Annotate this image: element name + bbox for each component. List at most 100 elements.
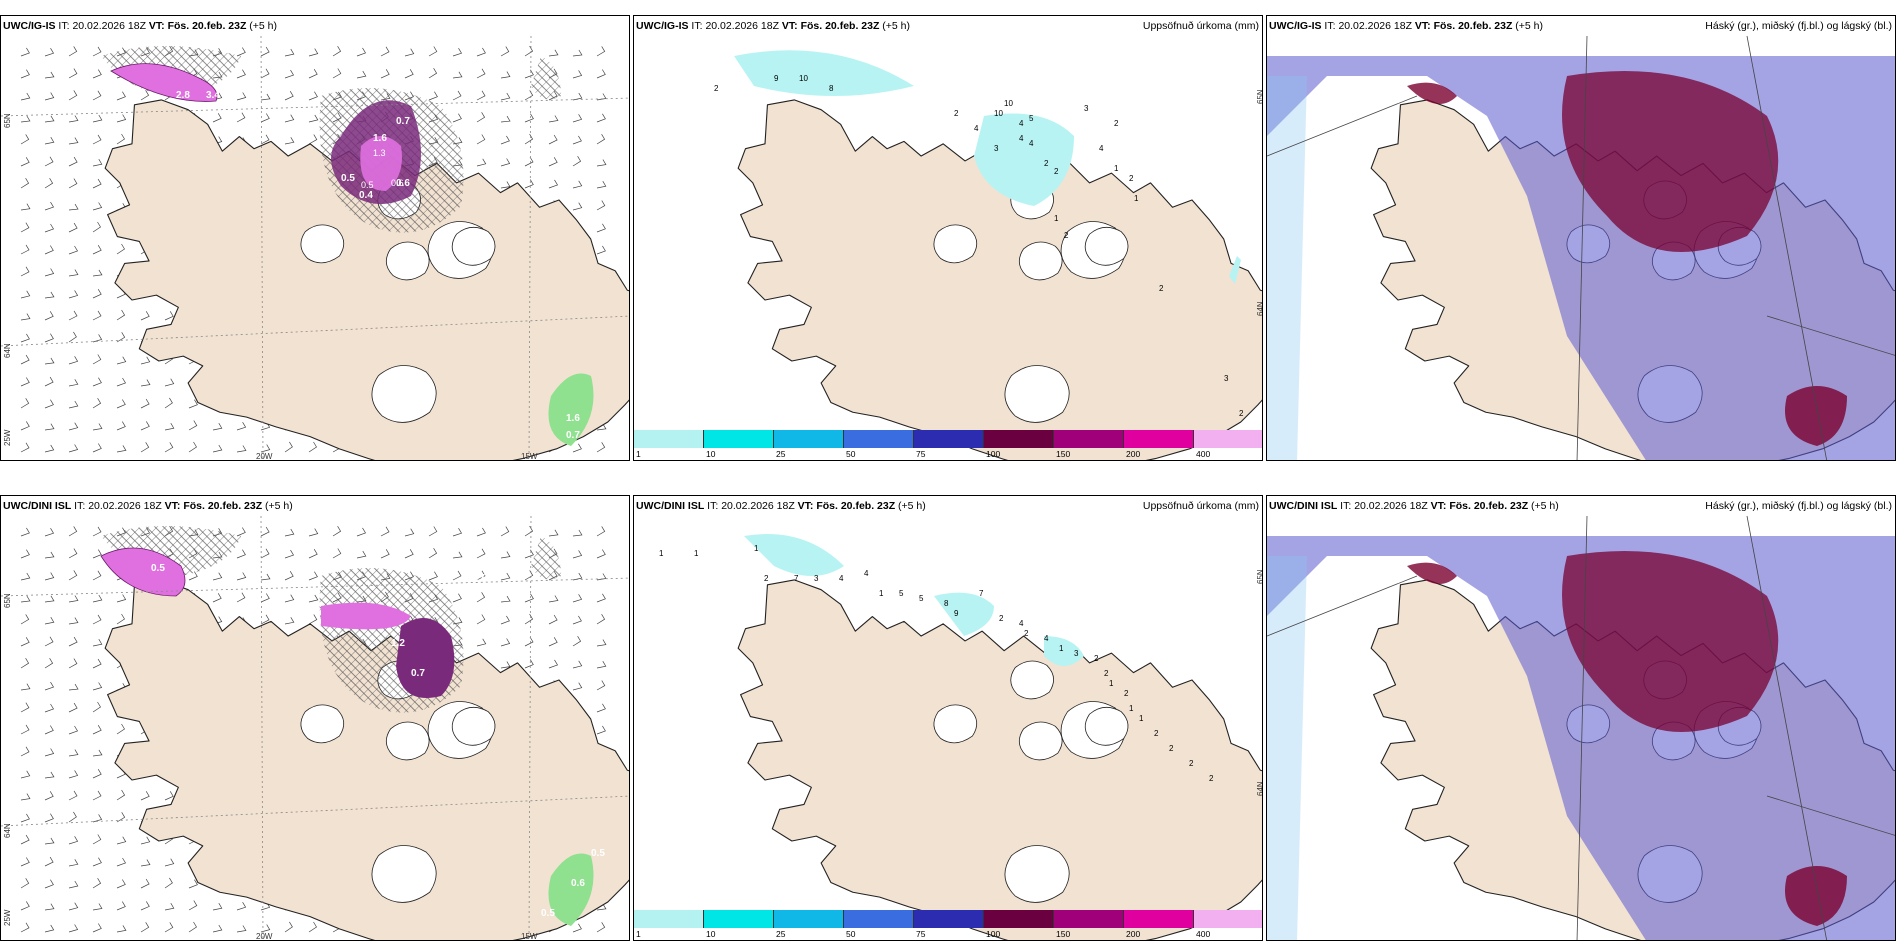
- issue-time-label: IT:: [707, 500, 719, 512]
- wind-barb: [20, 69, 30, 79]
- wind-barb: [92, 701, 101, 713]
- colorbar-swatch: [704, 910, 774, 928]
- axis-label: 20W: [256, 932, 273, 941]
- wind-barb: [260, 444, 271, 453]
- wind-barb: [572, 443, 582, 453]
- wind-barb: [284, 69, 295, 79]
- wind-barb: [44, 924, 55, 933]
- wind-barb: [212, 423, 223, 431]
- precip-amount-value: 2: [1239, 409, 1244, 418]
- wind-barb: [500, 115, 511, 123]
- wind-barb: [476, 527, 486, 537]
- wind-barb: [92, 749, 103, 757]
- wind-barb: [524, 613, 534, 625]
- wind-barb: [284, 91, 294, 101]
- precip-amount-value: 8: [944, 599, 949, 608]
- precip-amount-value: 2: [714, 84, 719, 93]
- wind-barb: [164, 397, 173, 409]
- model-name: UWC/IG-IS: [1269, 20, 1322, 32]
- wind-barb: [164, 791, 174, 801]
- wind-barb: [284, 48, 295, 57]
- colorbar-swatch: [844, 430, 914, 448]
- lead-time: (+5 h): [1531, 500, 1559, 512]
- wind-barb: [548, 659, 559, 669]
- snow-amount-value: 0.5: [591, 848, 605, 859]
- wind-barb: [44, 444, 55, 453]
- wind-barb: [116, 879, 126, 889]
- wind-barb: [284, 114, 295, 123]
- panel-clouds-igis: UWC/IG-IS IT: 20.02.2026 18Z VT: Fös. 20…: [1266, 15, 1896, 461]
- wind-barb: [68, 379, 79, 387]
- precip-amount-value: 1: [1114, 164, 1119, 173]
- wind-barb: [44, 681, 55, 691]
- longitude-line: [528, 35, 532, 460]
- field-title: Háský (gr.), miðský (fj.bl.) og lágský (…: [1705, 500, 1892, 512]
- wind-barb: [476, 134, 486, 145]
- issue-time: 20.02.2026 18Z: [72, 20, 146, 32]
- issue-time: 20.02.2026 18Z: [705, 20, 779, 32]
- colorbar-swatch: [634, 910, 704, 928]
- wind-barb: [452, 551, 463, 559]
- wind-barb: [236, 902, 247, 911]
- wind-barb: [140, 922, 150, 933]
- colorbar-swatch: [844, 910, 914, 928]
- wind-barb: [308, 48, 319, 57]
- wind-barb: [68, 137, 79, 145]
- wind-barb: [260, 113, 270, 123]
- wind-barb: [476, 548, 486, 559]
- wind-barb: [20, 857, 30, 867]
- wind-barb: [548, 179, 559, 189]
- wind-barb: [20, 203, 31, 211]
- wind-barb: [212, 444, 223, 453]
- snow-amount-value: 1.6: [566, 413, 580, 424]
- wind-barb: [572, 636, 582, 647]
- precip-amount-value: 4: [864, 569, 869, 578]
- valid-time-label: VT:: [781, 20, 798, 32]
- precip-area: [974, 113, 1074, 206]
- wind-barb: [140, 836, 151, 845]
- projection-lines: [1267, 35, 1895, 460]
- wind-barb: [500, 92, 511, 101]
- wind-barb: [140, 421, 150, 431]
- model-name: UWC/DINI ISL: [1269, 500, 1338, 512]
- precip-amount-value: 2: [1114, 119, 1119, 128]
- wind-barb: [380, 549, 390, 559]
- wind-barb: [92, 289, 102, 299]
- wind-barb: [308, 549, 318, 559]
- wind-barb: [68, 811, 77, 823]
- wind-barb: [20, 922, 30, 933]
- wind-barb: [44, 115, 55, 123]
- wind-barb: [92, 682, 103, 691]
- wind-barb: [92, 69, 102, 79]
- wind-barb: [68, 683, 79, 691]
- precip-amount-value: 4: [1019, 619, 1024, 628]
- wind-barb: [428, 571, 438, 581]
- wind-barb: [20, 878, 30, 889]
- wind-barb: [452, 48, 463, 57]
- wind-barb: [188, 879, 198, 889]
- wind-barb: [44, 771, 55, 779]
- colorbar-swatch: [774, 910, 844, 928]
- precip-amount-value: 9: [954, 609, 959, 618]
- colorbar-swatch: [1194, 910, 1262, 928]
- wind-barb: [572, 550, 583, 559]
- projection-lines: [1267, 515, 1895, 940]
- glacier: [371, 845, 437, 903]
- wind-barb: [140, 379, 151, 387]
- wind-barb: [68, 290, 79, 299]
- parallel-line: [1267, 575, 1418, 637]
- wind-barb: [92, 310, 102, 321]
- wind-barb: [572, 70, 583, 79]
- colorbar-label: 200: [1126, 449, 1141, 459]
- wind-barb: [404, 69, 414, 79]
- wind-barb: [116, 594, 127, 603]
- wind-barb: [524, 179, 534, 189]
- precip-amount-value: 2: [1129, 174, 1134, 183]
- wind-barb: [68, 636, 78, 647]
- panel-accum-precip-igis: 291082410104534422342121122323UWC/IG-IS …: [633, 15, 1263, 461]
- latitude-line: [1, 97, 629, 117]
- wind-barb: [476, 112, 486, 123]
- wind-barb: [452, 570, 462, 581]
- wind-barb: [116, 445, 127, 453]
- snowfall-area: [360, 136, 402, 191]
